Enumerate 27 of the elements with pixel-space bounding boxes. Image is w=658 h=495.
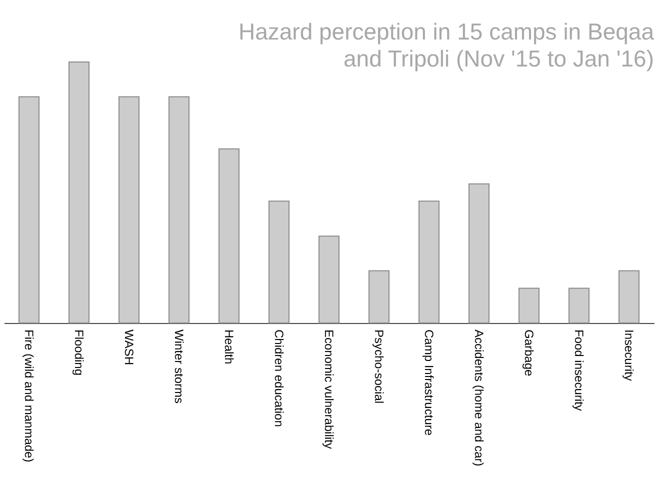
bar xyxy=(418,200,440,324)
bar xyxy=(618,270,640,324)
bar xyxy=(268,200,290,324)
chart-title: Hazard perception in 15 camps in Beqaa and Tripoli (Nov '15 to Jan '16) xyxy=(238,18,654,72)
bar xyxy=(218,148,240,324)
x-tick-label: Camp Infrastructure xyxy=(422,330,436,436)
bar xyxy=(168,96,190,324)
bar xyxy=(468,183,490,324)
x-tick-label: Psycho-social xyxy=(372,330,386,404)
x-tick-label: Economic vulnerability xyxy=(322,330,336,449)
x-tick-label: Winter storms xyxy=(172,330,186,404)
x-tick-label: Accidents (home and car) xyxy=(472,330,486,466)
bar xyxy=(318,236,340,324)
bar xyxy=(68,62,90,324)
x-tick-label: Garbage xyxy=(522,330,536,377)
bar xyxy=(118,96,140,324)
x-tick-label: WASH xyxy=(122,330,136,366)
bar xyxy=(568,288,590,324)
bar xyxy=(18,96,40,324)
x-tick-label: Flooding xyxy=(72,330,86,376)
bar xyxy=(518,288,540,324)
x-tick-label: Fire (wild and manmade) xyxy=(22,330,36,462)
x-tick-label: Insecurity xyxy=(622,330,636,381)
bar xyxy=(368,270,390,324)
x-tick-label: Food insecurity xyxy=(572,330,586,411)
x-tick-label: Chidren education xyxy=(272,330,286,427)
x-tick-label: Health xyxy=(222,330,236,364)
